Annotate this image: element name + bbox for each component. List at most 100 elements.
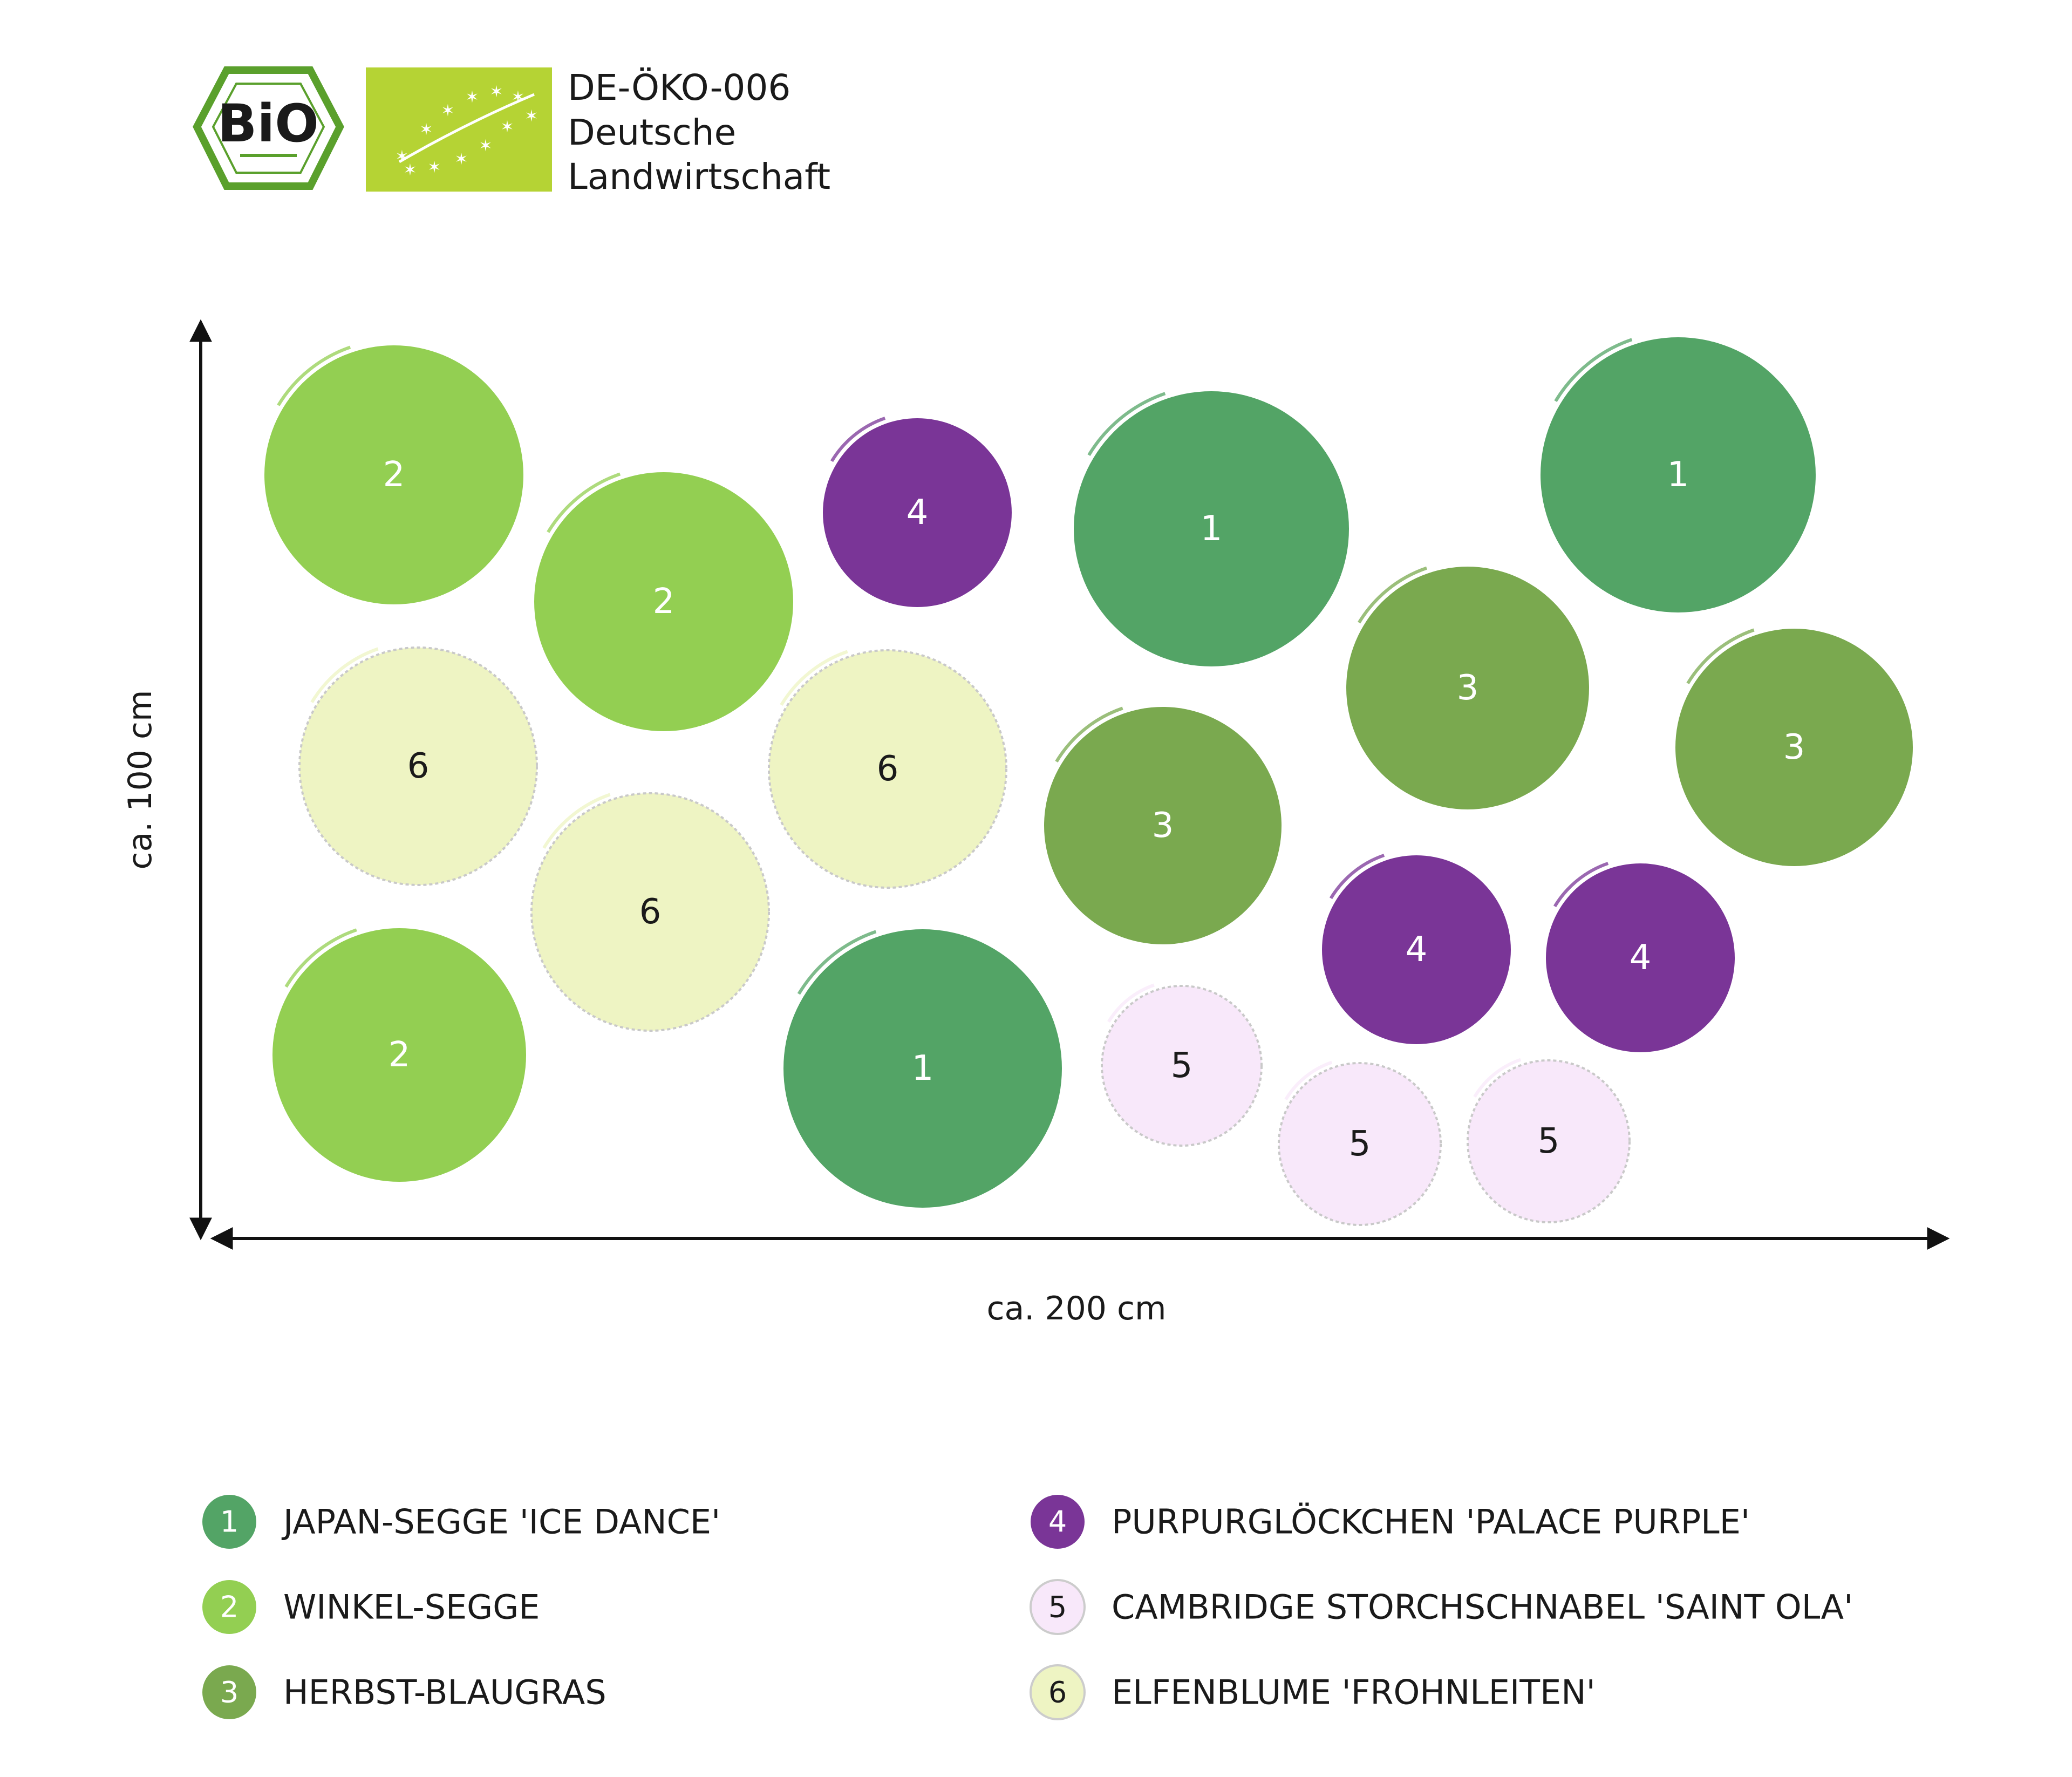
plant-number: 2 <box>388 1035 411 1075</box>
legend-swatch <box>202 1495 256 1549</box>
brush-stroke <box>1554 338 1633 402</box>
width-label: ca. 200 cm <box>987 1290 1167 1327</box>
plant-number: 1 <box>1201 509 1223 549</box>
plant-number: 3 <box>1457 668 1479 708</box>
plant-2: 2 <box>264 345 523 604</box>
legend-number: 1 <box>220 1505 238 1539</box>
plant-circle <box>1541 337 1816 612</box>
plant-number: 5 <box>1349 1124 1371 1164</box>
svg-text:✶: ✶ <box>427 158 441 177</box>
legend-item-3: 3 HERBST-BLAUGRAS <box>202 1665 606 1719</box>
brush-stroke <box>780 650 848 706</box>
plant-2: 2 <box>272 928 526 1182</box>
plant-number: 3 <box>1783 727 1805 767</box>
plant-number: 3 <box>1152 806 1174 846</box>
legend-swatch <box>202 1580 256 1634</box>
brush-stroke <box>830 417 886 462</box>
plant-circle <box>1546 863 1735 1052</box>
plant-1: 1 <box>1541 337 1816 612</box>
plant-2: 2 <box>534 472 793 731</box>
legend-label: JAPAN-SEGGE 'ICE DANCE' <box>281 1502 720 1542</box>
legend-item-2: 2 WINKEL-SEGGE <box>202 1580 540 1634</box>
eu-organic-leaf-logo: ✶✶✶ ✶ ✶ ✶ ✶✶✶ ✶✶✶ <box>366 67 552 192</box>
plant-5: 5 <box>1101 983 1263 1147</box>
plant-number: 6 <box>639 892 662 932</box>
plant-number: 4 <box>1630 938 1652 978</box>
brush-stroke <box>797 930 877 995</box>
plant-number: 5 <box>1171 1046 1193 1086</box>
legend-label: HERBST-BLAUGRAS <box>283 1673 606 1712</box>
plant-circle <box>272 928 526 1182</box>
svg-text:✶: ✶ <box>524 107 538 126</box>
cert-code: DE-ÖKO-006 <box>568 67 790 108</box>
svg-text:✶: ✶ <box>465 88 479 107</box>
plants-layer: 2 2 4 1 1 6 6 3 3 3 6 4 4 2 1 5 5 5 <box>264 337 1913 1226</box>
brush-stroke <box>1087 392 1166 456</box>
plant-6: 6 <box>298 646 538 886</box>
brush-stroke <box>1553 862 1609 908</box>
legend: 1 JAPAN-SEGGE 'ICE DANCE' 2 WINKEL-SEGGE 3 HE… <box>202 1495 1853 1720</box>
svg-text:✶: ✶ <box>489 83 503 101</box>
legend-number: 2 <box>220 1590 238 1624</box>
plant-circle <box>1101 985 1263 1147</box>
svg-text:✶: ✶ <box>403 161 417 180</box>
plant-3: 3 <box>1675 628 1913 866</box>
legend-label: ELFENBLUME 'FROHNLEITEN' <box>1112 1673 1596 1712</box>
plant-circle <box>530 792 770 1032</box>
svg-text:✶: ✶ <box>419 120 433 139</box>
brush-stroke <box>542 793 611 849</box>
plant-circle <box>264 345 523 604</box>
legend-label: CAMBRIDGE STORCHSCHNABEL 'SAINT OLA' <box>1112 1588 1853 1627</box>
brush-stroke <box>1055 706 1123 762</box>
legend-item-1: 1 JAPAN-SEGGE 'ICE DANCE' <box>202 1495 720 1549</box>
plant-circle <box>534 472 793 731</box>
brush-stroke <box>1284 1060 1333 1101</box>
svg-text:✶: ✶ <box>500 118 514 137</box>
plant-6: 6 <box>768 649 1007 889</box>
plant-4: 4 <box>1546 862 1735 1052</box>
plant-1: 1 <box>783 929 1062 1208</box>
plant-circle <box>1346 567 1589 809</box>
plant-4: 4 <box>1322 854 1511 1044</box>
legend-swatch <box>1030 1579 1086 1635</box>
plant-number: 6 <box>407 746 430 786</box>
legend-item-5: 5 CAMBRIDGE STORCHSCHNABEL 'SAINT OLA' <box>1030 1579 1853 1635</box>
certification-header: BiO ✶✶✶ ✶ ✶ ✶ ✶✶✶ ✶✶✶ DE-ÖKO-006 Deutsche … <box>193 66 830 198</box>
brush-stroke <box>1358 566 1428 624</box>
svg-text:✶: ✶ <box>479 137 492 155</box>
plant-circle <box>823 418 1012 607</box>
plant-number: 1 <box>1667 455 1689 495</box>
plant-5: 5 <box>1467 1058 1631 1223</box>
brush-stroke <box>277 345 351 406</box>
legend-number: 6 <box>1048 1676 1067 1710</box>
brush-stroke <box>1329 854 1385 900</box>
plant-circle <box>1074 391 1349 666</box>
legend-number: 4 <box>1048 1505 1067 1539</box>
plant-circle <box>1044 707 1282 944</box>
legend-number: 5 <box>1048 1590 1067 1624</box>
brush-stroke <box>310 647 379 703</box>
plant-circle <box>1322 855 1511 1044</box>
plant-number: 2 <box>383 455 405 495</box>
plant-5: 5 <box>1278 1060 1442 1226</box>
plant-3: 3 <box>1044 706 1282 944</box>
dimension-axes: ca. 200 cm ca. 100 cm <box>121 319 1950 1327</box>
legend-item-6: 6 ELFENBLUME 'FROHNLEITEN' <box>1030 1664 1596 1720</box>
brush-stroke <box>1473 1058 1522 1098</box>
brush-stroke <box>1686 628 1755 684</box>
svg-text:✶: ✶ <box>441 101 454 120</box>
brush-stroke <box>547 472 621 533</box>
plant-circle <box>1278 1062 1442 1226</box>
plant-number: 4 <box>1406 930 1428 970</box>
legend-label: PURPURGLÖCKCHEN 'PALACE PURPLE' <box>1112 1502 1750 1542</box>
bio-logo-text: BiO <box>217 93 319 154</box>
plant-number: 6 <box>877 749 899 789</box>
legend-number: 3 <box>220 1676 238 1710</box>
svg-text:✶: ✶ <box>454 150 468 169</box>
plant-6: 6 <box>530 792 770 1032</box>
plant-circle <box>783 929 1062 1208</box>
plant-4: 4 <box>823 417 1012 607</box>
legend-item-4: 4 PURPURGLÖCKCHEN 'PALACE PURPLE' <box>1031 1495 1750 1549</box>
legend-swatch <box>1031 1495 1085 1549</box>
